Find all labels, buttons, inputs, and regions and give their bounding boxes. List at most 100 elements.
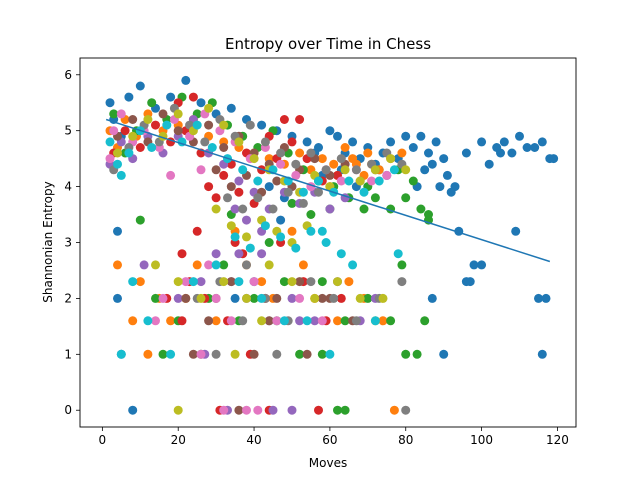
data-point: [378, 316, 388, 326]
data-point: [166, 316, 176, 326]
data-point: [367, 176, 377, 186]
data-point: [113, 159, 122, 169]
data-point: [109, 126, 119, 136]
data-point: [230, 204, 240, 214]
data-point: [211, 260, 221, 270]
data-point: [522, 143, 532, 152]
data-point: [207, 143, 217, 152]
data-point: [496, 148, 505, 158]
data-point: [158, 293, 168, 303]
data-point: [226, 103, 236, 113]
data-point: [128, 115, 138, 124]
data-point: [279, 277, 289, 287]
data-point: [257, 293, 267, 303]
data-point: [204, 260, 214, 270]
data-point: [306, 277, 316, 287]
data-point: [162, 120, 172, 130]
data-point: [401, 131, 411, 141]
data-point: [549, 154, 559, 164]
data-point: [173, 109, 183, 119]
data-point: [147, 143, 157, 152]
data-point: [507, 148, 517, 158]
data-point: [147, 98, 157, 108]
data-point: [378, 293, 388, 303]
data-point: [412, 349, 422, 359]
data-point: [340, 143, 350, 152]
data-point: [151, 316, 160, 326]
data-point: [166, 349, 176, 359]
data-point: [234, 176, 244, 186]
data-point: [204, 120, 214, 130]
data-point: [120, 126, 130, 136]
data-point: [382, 170, 392, 180]
data-point: [295, 148, 305, 158]
data-point: [113, 148, 122, 158]
data-point: [242, 232, 251, 242]
data-point: [158, 109, 168, 119]
y-tick-label: 0: [64, 403, 72, 417]
data-point: [325, 349, 335, 359]
data-point: [249, 293, 259, 303]
data-point: [484, 159, 494, 169]
data-point: [295, 293, 305, 303]
data-point: [348, 137, 358, 147]
data-point: [389, 405, 399, 415]
data-point: [226, 277, 236, 287]
data-point: [249, 277, 259, 287]
data-point: [351, 165, 361, 175]
data-point: [530, 143, 540, 152]
data-point: [257, 120, 267, 130]
series-10: [105, 120, 403, 359]
y-tick-label: 4: [64, 180, 72, 194]
data-point: [109, 109, 119, 119]
data-point: [173, 405, 183, 415]
x-axis-label: Moves: [309, 456, 347, 470]
data-point: [234, 249, 244, 259]
data-point: [245, 120, 255, 130]
data-point: [135, 215, 145, 225]
data-point: [192, 120, 202, 130]
data-point: [408, 176, 418, 186]
data-point: [173, 277, 183, 287]
series-7: [105, 109, 392, 415]
data-point: [143, 115, 153, 124]
data-point: [257, 277, 267, 287]
data-point: [329, 293, 339, 303]
data-point: [188, 277, 198, 287]
data-point: [204, 182, 214, 192]
data-point: [253, 176, 263, 186]
data-point: [211, 249, 221, 259]
data-point: [302, 316, 312, 326]
data-point: [420, 316, 430, 326]
data-point: [461, 148, 471, 158]
data-point: [105, 98, 115, 108]
data-point: [242, 405, 251, 415]
data-point: [397, 148, 407, 158]
data-point: [249, 349, 259, 359]
data-point: [469, 260, 479, 270]
trend-line-layer: [105, 118, 551, 263]
data-point: [264, 260, 274, 270]
y-tick-label: 5: [64, 124, 72, 138]
data-point: [336, 154, 346, 164]
data-point: [234, 187, 244, 197]
data-point: [181, 75, 191, 85]
data-point: [363, 148, 373, 158]
data-point: [537, 349, 547, 359]
data-point: [314, 176, 323, 186]
x-tick-label: 120: [546, 433, 569, 447]
data-point: [401, 193, 411, 203]
data-point: [386, 137, 396, 147]
data-point: [230, 232, 240, 242]
data-point: [515, 131, 524, 141]
data-point: [306, 148, 316, 158]
data-point: [306, 226, 316, 236]
data-point: [276, 159, 286, 169]
data-point: [276, 232, 286, 242]
data-point: [333, 316, 342, 326]
y-tick-label: 2: [64, 291, 72, 305]
data-point: [397, 277, 407, 287]
data-point: [317, 226, 327, 236]
data-point: [374, 176, 384, 186]
data-point: [257, 249, 267, 259]
